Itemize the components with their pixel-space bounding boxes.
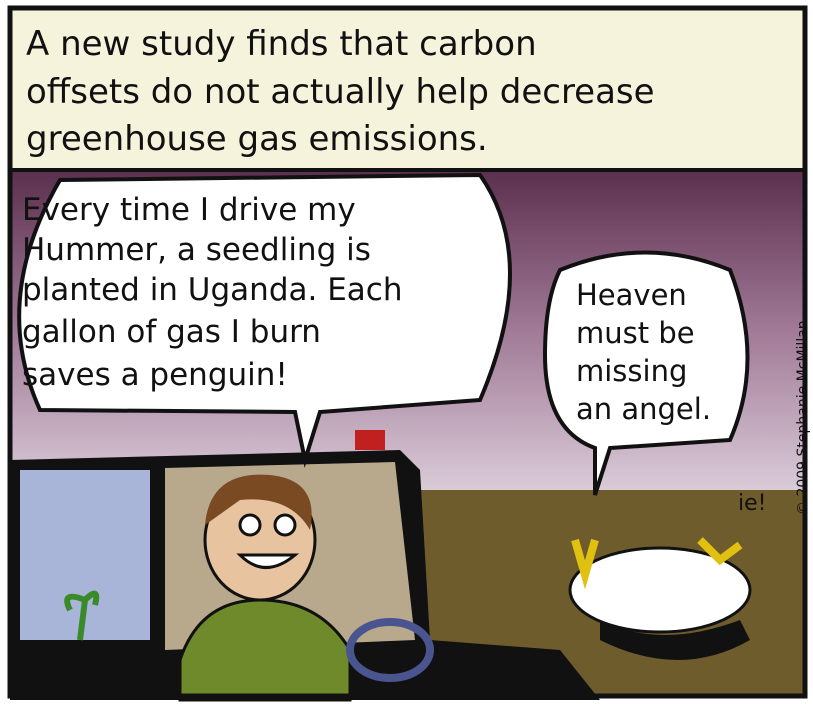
speech-line: missing — [576, 354, 687, 388]
caption-line: greenhouse gas emissions. — [26, 119, 488, 159]
signature: ie! — [738, 491, 766, 516]
driver-eye — [275, 515, 295, 535]
speech-line: saves a penguin! — [22, 357, 288, 393]
speech-line: Every time I drive my — [22, 192, 356, 228]
speech-line: gallon of gas I burn — [22, 314, 321, 350]
siren — [355, 430, 385, 450]
speech-line: Heaven — [576, 278, 687, 312]
speech-line: must be — [576, 316, 695, 350]
caption-line: offsets do not actually help decrease — [26, 72, 655, 112]
speech-line: Hummer, a seedling is — [22, 232, 371, 268]
speech-line: an angel. — [576, 392, 711, 426]
driver-eye — [240, 515, 260, 535]
comic-panel: A new study finds that carbon offsets do… — [0, 0, 813, 704]
caption-line: A new study finds that carbon — [26, 24, 537, 64]
speech-line: planted in Uganda. Each — [22, 272, 402, 308]
